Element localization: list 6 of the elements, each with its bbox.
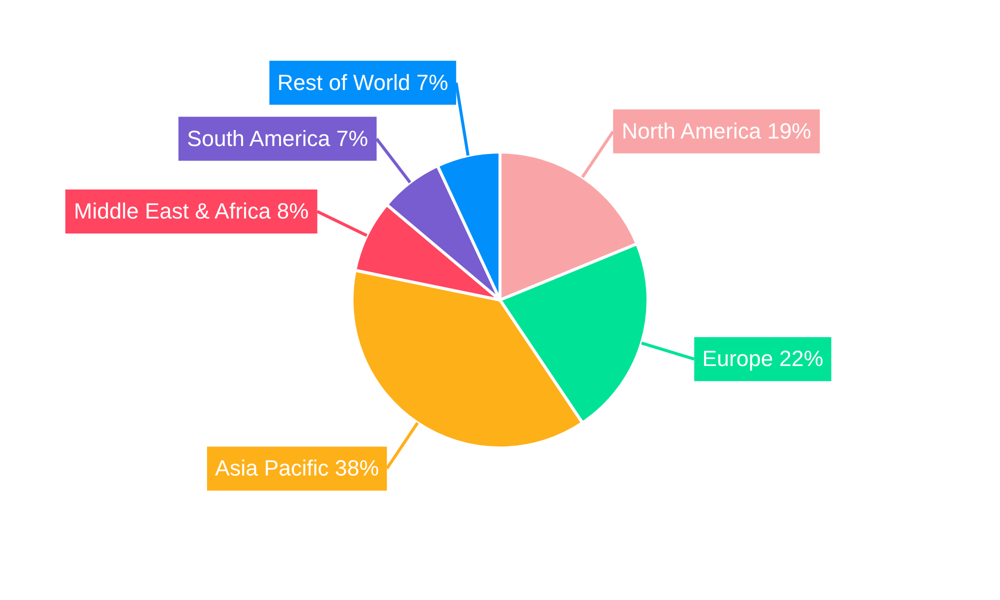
slice-label: North America 19%	[622, 118, 812, 144]
slice-label: South America 7%	[187, 126, 368, 151]
slice-label: Rest of World 7%	[277, 70, 448, 95]
slice-label: Middle East & Africa 8%	[74, 198, 309, 224]
slice-label: Europe 22%	[702, 346, 824, 372]
slice-label: Asia Pacific 38%	[215, 456, 379, 481]
